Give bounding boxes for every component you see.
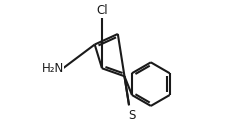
Text: Cl: Cl [96,4,108,17]
Text: S: S [128,109,135,122]
Text: H₂N: H₂N [42,62,64,75]
